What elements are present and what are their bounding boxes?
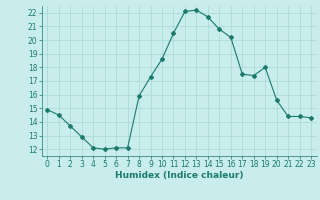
X-axis label: Humidex (Indice chaleur): Humidex (Indice chaleur) <box>115 171 244 180</box>
